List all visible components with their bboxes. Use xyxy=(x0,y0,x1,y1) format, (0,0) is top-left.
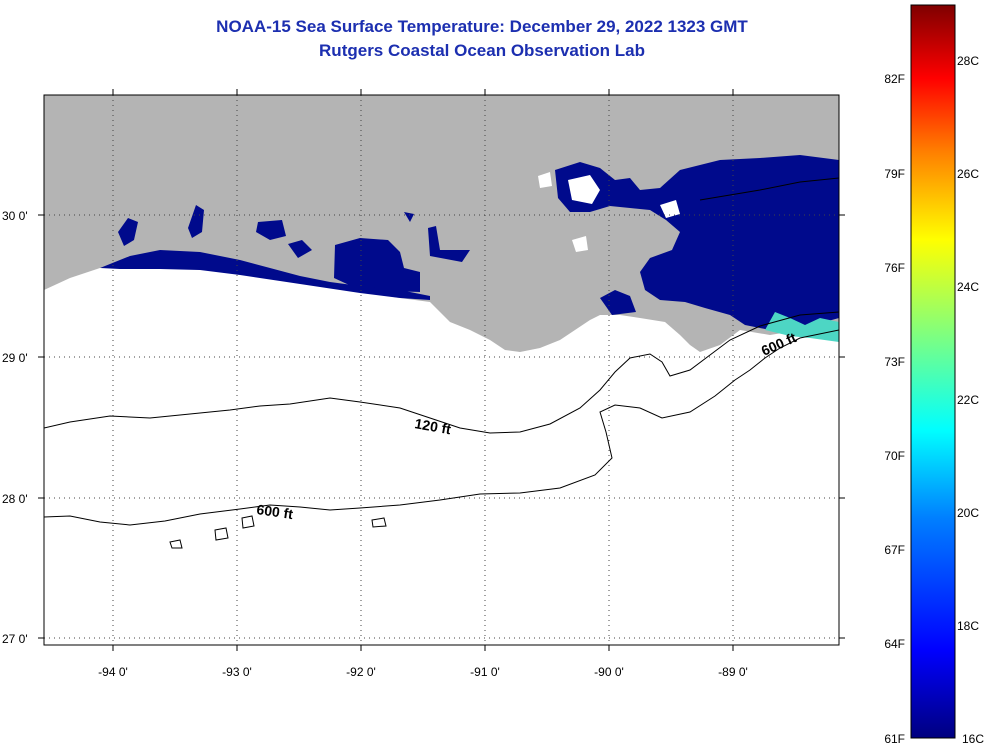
colorbar-label-c: 26C xyxy=(957,167,979,181)
colorbar-label-f: 67F xyxy=(884,543,905,557)
colorbar-label-f: 64F xyxy=(884,637,905,651)
grid-lines xyxy=(44,95,839,645)
colorbar-label-c: 28C xyxy=(957,54,979,68)
lon-label-92: -92 0' xyxy=(346,665,376,679)
cloud-patches xyxy=(538,172,680,252)
contour-east xyxy=(699,177,839,201)
colorbar-label-c: 20C xyxy=(957,506,979,520)
map-title: NOAA-15 Sea Surface Temperature: Decembe… xyxy=(216,17,748,36)
sst-east-region xyxy=(555,155,839,330)
lat-label-28: 28 0' xyxy=(2,492,28,506)
lon-label-94: -94 0' xyxy=(98,665,128,679)
colorbar-label-f: 82F xyxy=(884,72,905,86)
map-border xyxy=(43,94,840,646)
colorbar xyxy=(910,4,956,739)
sst-coastal-band xyxy=(100,250,430,300)
map-frame xyxy=(44,95,839,645)
sst-delta-patch xyxy=(600,290,636,315)
tick-marks xyxy=(38,89,845,651)
inland-water xyxy=(118,205,470,292)
lat-label-30: 30 0' xyxy=(2,209,28,223)
colorbar-label-f: 79F xyxy=(884,167,905,181)
map-subtitle: Rutgers Coastal Ocean Observation Lab xyxy=(319,41,645,60)
lon-label-93: -93 0' xyxy=(222,665,252,679)
lat-label-27: 27 0' xyxy=(2,632,28,646)
lon-label-90: -90 0' xyxy=(594,665,624,679)
colorbar-label-f: 76F xyxy=(884,261,905,275)
contour-600ft xyxy=(44,329,839,526)
lat-label-29: 29 0' xyxy=(2,351,28,365)
colorbar-label-f: 70F xyxy=(884,449,905,463)
colorbar-label-f: 61F xyxy=(884,732,905,746)
contour-label-120ft: 120 ft xyxy=(413,415,452,437)
contour-label-600ft: 600 ft xyxy=(256,501,295,522)
land-mass xyxy=(44,95,839,352)
colorbar-label-c: 24C xyxy=(957,280,979,294)
contour-120ft xyxy=(44,311,839,434)
lon-label-89: -89 0' xyxy=(718,665,748,679)
colorbar-label-c: 22C xyxy=(957,393,979,407)
colorbar-label-c: 18C xyxy=(957,619,979,633)
lon-label-91: -91 0' xyxy=(470,665,500,679)
colorbar-c-labels: 28C 26C 24C 22C 20C 18C 16C xyxy=(957,54,984,746)
colorbar-label-f: 73F xyxy=(884,355,905,369)
contour-600ft-islands xyxy=(169,515,387,549)
colorbar-f-labels: 82F 79F 76F 73F 70F 67F 64F 61F xyxy=(884,72,905,746)
colorbar-label-c: 16C xyxy=(962,732,984,746)
